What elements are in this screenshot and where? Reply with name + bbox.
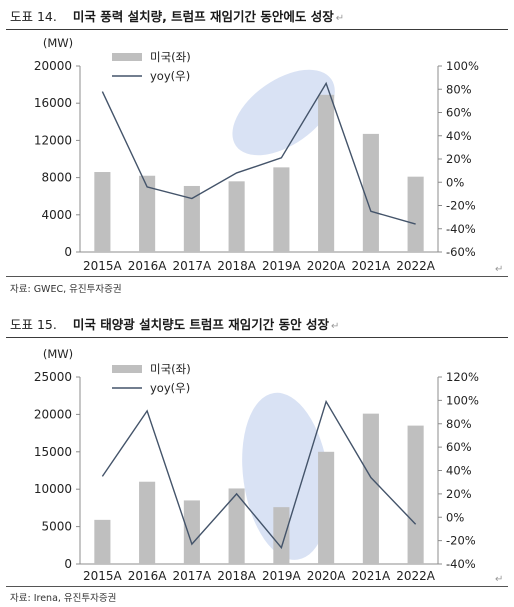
left-tick-label: 0 (64, 245, 72, 259)
footer-rule (6, 276, 508, 277)
right-tick-label: 80% (446, 417, 472, 431)
legend-bar-label: 미국(좌) (150, 362, 191, 376)
unit-label: (MW) (43, 36, 73, 50)
category-label: 2021A (352, 569, 392, 583)
category-label: 2019A (262, 569, 302, 583)
category-label: 2015A (83, 259, 123, 273)
legend-line-label: yoy(우) (150, 69, 190, 83)
category-label: 2018A (217, 259, 257, 273)
footer-rule (6, 586, 508, 587)
left-tick-label: 20000 (34, 59, 72, 73)
figure-header: 도표 14. 미국 풍력 설치량, 트럼프 재임기간 동안에도 성장 ↵ (10, 7, 504, 29)
header-rule (6, 337, 508, 338)
bar (407, 176, 424, 252)
left-tick-label: 10000 (34, 482, 72, 496)
right-tick-label: 0% (446, 175, 464, 189)
yoy-line (101, 399, 417, 550)
category-label: 2020A (307, 569, 347, 583)
left-tick-label: 20000 (34, 407, 72, 421)
bar (183, 185, 200, 252)
right-tick-label: -40% (446, 222, 476, 236)
source-note: 자료: GWEC, 유진투자증권 (10, 284, 122, 295)
bar (183, 500, 200, 564)
right-tick-label: -60% (446, 245, 476, 259)
right-tick-label: 120% (446, 370, 479, 384)
left-tick-label: 25000 (34, 370, 72, 384)
left-tick-label: 5000 (41, 520, 72, 534)
category-label: 2019A (262, 259, 302, 273)
unit-label: (MW) (43, 347, 73, 361)
legend-bar-swatch (112, 365, 142, 373)
bar (273, 167, 290, 252)
right-tick-label: 60% (446, 106, 472, 120)
category-label: 2021A (352, 259, 392, 273)
figure-number: 도표 14. (10, 9, 57, 24)
right-tick-label: 20% (446, 487, 472, 501)
right-tick-label: -20% (446, 534, 476, 548)
figure-title: 미국 풍력 설치량, 트럼프 재임기간 동안에도 성장 (72, 9, 334, 24)
bar (94, 172, 111, 252)
figure-title: 미국 태양광 설치량도 트럼프 재임기간 동안 성장 (72, 317, 329, 332)
right-tick-label: 40% (446, 129, 472, 143)
source-note: 자료: Irena, 유진투자증권 (10, 593, 117, 604)
bar (228, 488, 245, 564)
figure-15: 도표 15. 미국 태양광 설치량도 트럼프 재임기간 동안 성장 ↵ 0 5000 1… (0, 308, 514, 607)
right-tick-label: -20% (446, 199, 476, 213)
bar (273, 507, 290, 564)
legend-line-label: yoy(우) (150, 381, 190, 395)
bar (407, 425, 424, 564)
category-label: 2017A (173, 569, 213, 583)
left-tick-label: 12000 (34, 133, 72, 147)
left-tick-label: 4000 (41, 208, 72, 222)
left-tick-label: 0 (64, 557, 72, 571)
return-mark-icon: ↵ (495, 264, 504, 275)
right-tick-label: 20% (446, 152, 472, 166)
right-tick-label: 60% (446, 440, 472, 454)
right-tick-label: 100% (446, 393, 479, 407)
wind-installation-chart: 0 4000 8000 12000 16000 20000 -60% -40% -20% 0% 20… (34, 36, 479, 273)
category-label: 2022A (396, 259, 436, 273)
bar (362, 413, 379, 564)
right-tick-label: 100% (446, 59, 479, 73)
category-label: 2016A (128, 259, 168, 273)
solar-installation-chart: 0 5000 10000 15000 20000 25000 -40% -20% 0% 20% 40… (34, 347, 479, 583)
paragraph-mark-icon: ↵ (330, 321, 340, 332)
highlight-ellipse (242, 392, 330, 560)
category-label: 2016A (128, 569, 168, 583)
left-tick-label: 15000 (34, 445, 72, 459)
legend-bar-swatch (112, 53, 142, 61)
yoy-line (101, 81, 416, 225)
bar (139, 175, 156, 252)
right-tick-label: 0% (446, 510, 464, 524)
category-label: 2017A (173, 259, 213, 273)
category-label: 2018A (217, 569, 257, 583)
bar (362, 133, 379, 252)
category-label: 2022A (396, 569, 436, 583)
paragraph-mark-icon: ↵ (335, 13, 345, 24)
figure-header: 도표 15. 미국 태양광 설치량도 트럼프 재임기간 동안 성장 ↵ (10, 315, 504, 337)
bar (318, 94, 335, 252)
header-rule (6, 29, 508, 30)
right-tick-label: 80% (446, 82, 472, 96)
return-mark-icon: ↵ (495, 574, 504, 585)
legend-bar-label: 미국(좌) (150, 50, 191, 64)
left-tick-label: 16000 (34, 96, 72, 110)
category-label: 2020A (307, 259, 347, 273)
category-label: 2015A (83, 569, 123, 583)
bar (318, 451, 335, 564)
figure-14: 도표 14. 미국 풍력 설치량, 트럼프 재임기간 동안에도 성장 ↵ 0 4000… (0, 0, 514, 300)
bar (139, 481, 156, 564)
left-tick-label: 8000 (41, 171, 72, 185)
right-tick-label: -40% (446, 557, 476, 571)
bar (94, 519, 111, 564)
bar (228, 181, 245, 252)
figure-number: 도표 15. (10, 317, 57, 332)
highlight-ellipse (232, 69, 335, 156)
right-tick-label: 40% (446, 464, 472, 478)
